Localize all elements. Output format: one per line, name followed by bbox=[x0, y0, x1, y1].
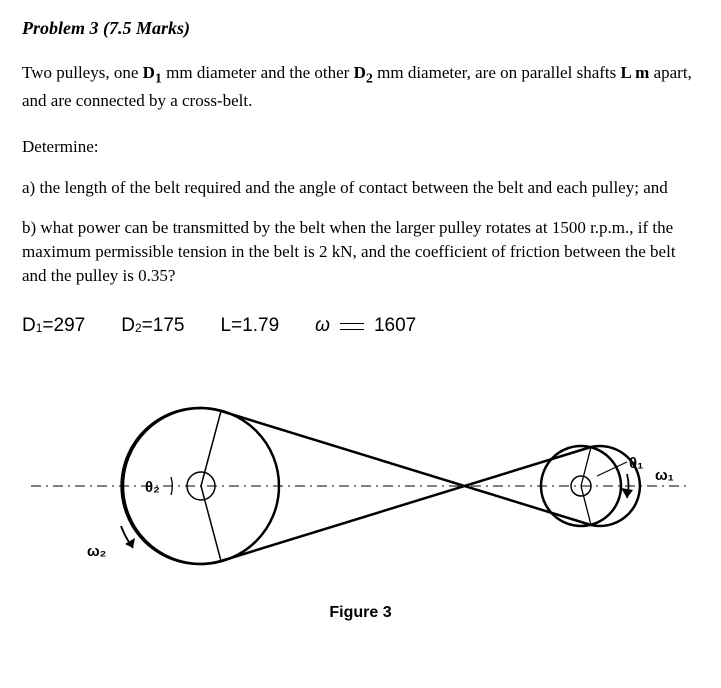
given-d2-sub: 2 bbox=[135, 321, 142, 335]
given-L-val: 1.79 bbox=[242, 315, 279, 337]
equals-stacked-icon bbox=[340, 310, 364, 342]
figure-diagram: θ₂ ω₂ θ₁ ω₁ bbox=[21, 376, 701, 596]
part-a: a) the length of the belt required and t… bbox=[22, 176, 699, 200]
intro-mid2: mm diameter, are on parallel shafts bbox=[373, 63, 621, 82]
omega1-label: ω₁ bbox=[655, 467, 674, 484]
theta1-leader bbox=[597, 462, 627, 476]
intro-paragraph: Two pulleys, one D1 mm diameter and the … bbox=[22, 61, 699, 113]
big-radius-bottom bbox=[201, 486, 221, 561]
given-omega-sym: ω bbox=[315, 315, 330, 337]
omega2-label: ω₂ bbox=[87, 543, 106, 560]
given-L-eq: = bbox=[231, 315, 242, 337]
intro-d2: D bbox=[354, 63, 366, 82]
given-L-sym: L bbox=[220, 315, 231, 337]
given-d1-eq: = bbox=[42, 315, 53, 337]
given-d1-val: 297 bbox=[54, 315, 86, 337]
figure-caption: Figure 3 bbox=[329, 604, 391, 622]
given-omega-val: 1607 bbox=[374, 315, 416, 337]
given-L: L = 1.79 bbox=[220, 315, 279, 337]
problem-title: Problem 3 (7.5 Marks) bbox=[22, 18, 699, 39]
determine-label: Determine: bbox=[22, 135, 699, 159]
intro-pre1: Two pulleys, one bbox=[22, 63, 143, 82]
given-d2: D2 = 175 bbox=[121, 315, 184, 337]
given-d1-sym: D bbox=[22, 315, 36, 337]
given-d2-sym: D bbox=[121, 315, 135, 337]
given-omega: ω 1607 bbox=[315, 310, 416, 342]
big-radius-top bbox=[201, 411, 221, 486]
intro-d2-sub: 2 bbox=[366, 71, 373, 86]
omega1-arrow-head bbox=[621, 488, 633, 498]
part-b: b) what power can be transmitted by the … bbox=[22, 216, 699, 287]
intro-d1-sub: 1 bbox=[155, 71, 162, 86]
given-d1-sub: 1 bbox=[36, 321, 43, 335]
given-d1: D1 = 297 bbox=[22, 315, 85, 337]
theta1-label: θ₁ bbox=[629, 455, 643, 472]
intro-L: L m bbox=[621, 63, 650, 82]
given-d2-eq: = bbox=[142, 315, 153, 337]
given-values-row: D1 = 297 D2 = 175 L = 1.79 ω 1607 bbox=[22, 310, 699, 342]
intro-mid1: mm diameter and the other bbox=[162, 63, 354, 82]
theta2-label: θ₂ bbox=[145, 479, 160, 496]
intro-d1: D bbox=[143, 63, 155, 82]
given-d2-val: 175 bbox=[153, 315, 185, 337]
